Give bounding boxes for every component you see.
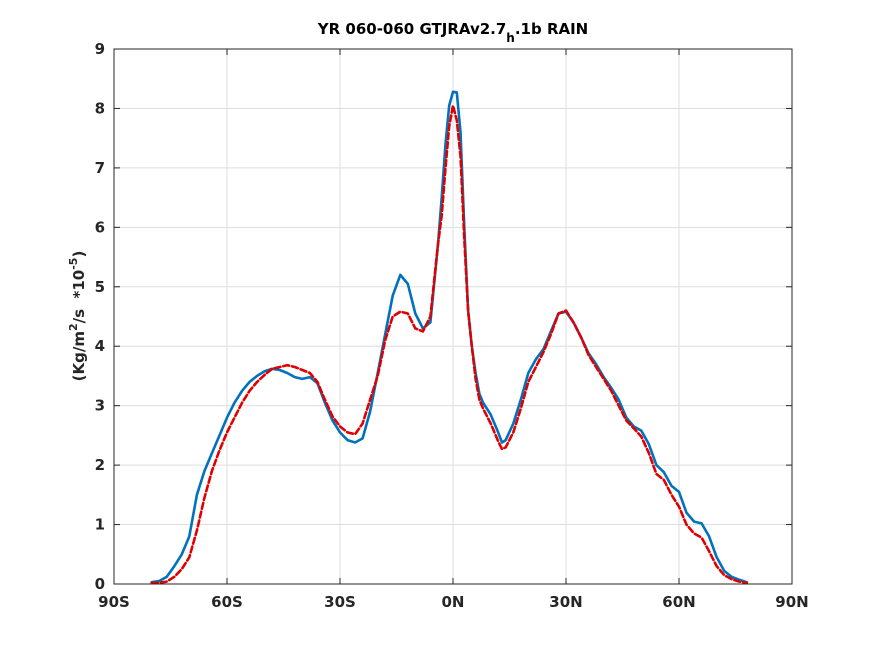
chart-title: YR 060-060 GTJRAv2.7h.1b RAIN xyxy=(317,20,588,45)
chart-title-tail: .1b RAIN xyxy=(515,20,588,38)
y-tick-label: 5 xyxy=(95,278,105,296)
x-tick-label: 60N xyxy=(662,593,695,611)
y-axis-label-part2: /s *10 xyxy=(70,270,88,324)
y-axis-label-sup1: 2 xyxy=(67,323,80,331)
y-tick-labels: 0 1 2 3 4 5 6 7 8 9 xyxy=(95,40,105,593)
x-tick-labels: 90S 60S 30S 0N 30N 60N 90N xyxy=(98,593,809,611)
x-tick-label: 30S xyxy=(324,593,356,611)
y-axis-label: (Kg/m2/s *10-5) xyxy=(67,251,88,382)
chart-title-subscript: h xyxy=(506,31,515,45)
y-axis-label-sup2: -5 xyxy=(67,258,80,270)
x-tick-label: 30N xyxy=(549,593,582,611)
y-tick-label: 0 xyxy=(95,575,105,593)
series-line-2 xyxy=(150,104,749,585)
series-line-1 xyxy=(150,90,749,584)
axis-ticks xyxy=(113,48,793,585)
y-tick-label: 6 xyxy=(95,218,105,236)
y-tick-label: 7 xyxy=(95,159,105,177)
x-tick-label: 90S xyxy=(98,593,130,611)
y-tick-label: 8 xyxy=(95,99,105,117)
y-tick-label: 3 xyxy=(95,397,105,415)
y-tick-label: 2 xyxy=(95,456,105,474)
x-tick-label: 0N xyxy=(442,593,465,611)
series-layer xyxy=(150,90,749,585)
chart-title-main: YR 060-060 GTJRAv2.7 xyxy=(317,20,507,38)
y-tick-label: 9 xyxy=(95,40,105,58)
y-axis-label-part1: (Kg/m xyxy=(70,331,88,381)
y-tick-label: 4 xyxy=(95,337,105,355)
x-tick-label: 60S xyxy=(211,593,243,611)
y-tick-label: 1 xyxy=(95,516,105,534)
x-tick-label: 90N xyxy=(775,593,808,611)
y-axis-label-part3: ) xyxy=(70,251,88,258)
